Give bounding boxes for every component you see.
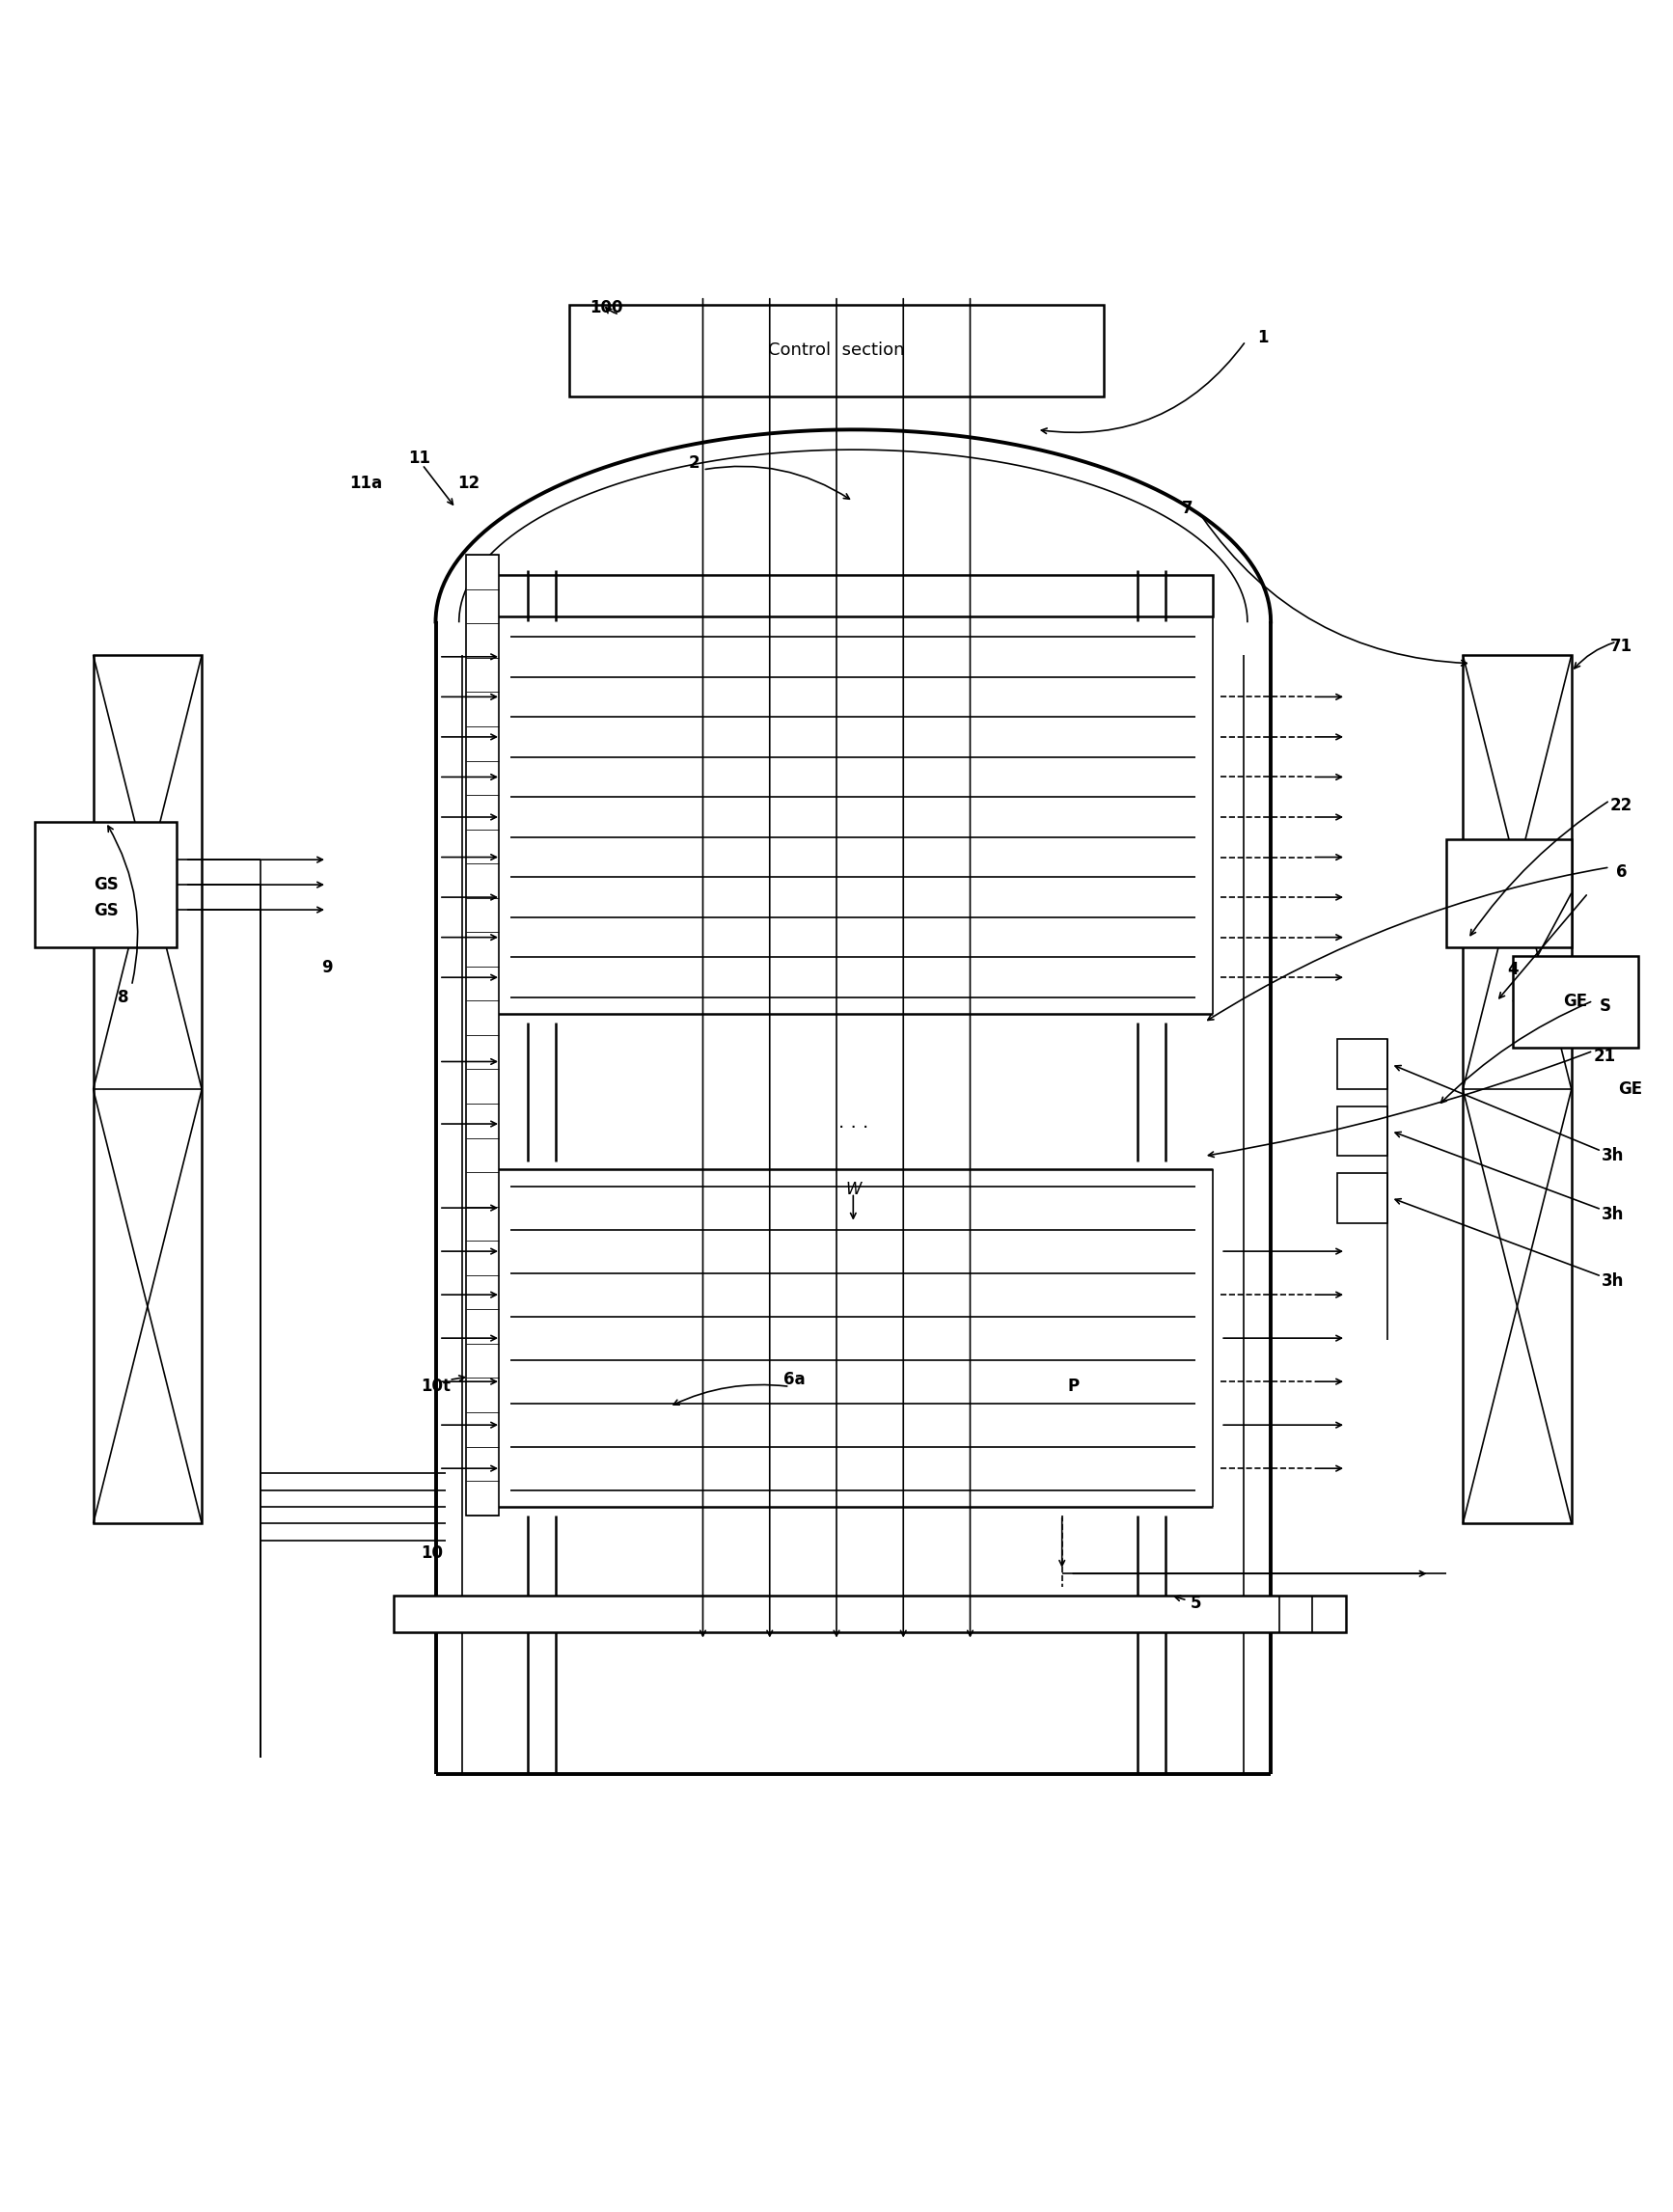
Text: GS: GS (94, 902, 119, 920)
Text: 6: 6 (1616, 863, 1628, 880)
Bar (1445, 838, 1571, 947)
Text: . . .: . . . (838, 1113, 868, 1133)
Bar (569, 305, 1104, 396)
Bar (1338, 1106, 1387, 1157)
Text: 10t: 10t (420, 1378, 450, 1396)
Text: GE: GE (1564, 993, 1588, 1011)
Text: 6a: 6a (785, 1371, 806, 1389)
Bar (1338, 1172, 1387, 1223)
Text: 11a: 11a (350, 473, 381, 491)
Text: Control  section: Control section (768, 341, 905, 358)
Text: P: P (1067, 1378, 1079, 1396)
Text: 5: 5 (1190, 1595, 1201, 1613)
Text: GS: GS (94, 876, 119, 894)
Text: 21: 21 (1594, 1046, 1616, 1064)
Bar (35, 823, 177, 947)
Text: 7: 7 (1181, 500, 1193, 518)
Text: 22: 22 (1611, 796, 1633, 814)
Text: 2: 2 (689, 453, 699, 471)
Bar (1512, 956, 1638, 1048)
Text: 100: 100 (589, 299, 622, 316)
Text: 12: 12 (458, 473, 480, 491)
Text: 9: 9 (321, 958, 333, 975)
Text: 10: 10 (422, 1544, 443, 1562)
Text: 71: 71 (1611, 637, 1633, 655)
Text: 3h: 3h (1603, 1272, 1624, 1290)
Bar (1338, 1040, 1387, 1088)
Text: 11: 11 (408, 449, 430, 467)
Text: 3h: 3h (1603, 1206, 1624, 1223)
Text: GE: GE (1618, 1082, 1641, 1097)
Bar (94, 655, 202, 1524)
Text: 3h: 3h (1603, 1148, 1624, 1166)
Bar (1462, 655, 1571, 1524)
Text: S: S (1599, 998, 1611, 1015)
Bar (494, 575, 1213, 617)
Text: 4: 4 (1507, 960, 1519, 978)
Text: 1: 1 (1256, 330, 1268, 347)
Bar (465, 555, 499, 1515)
Text: W: W (845, 1181, 862, 1199)
Text: 8: 8 (117, 989, 129, 1006)
Bar (393, 1595, 1347, 1632)
